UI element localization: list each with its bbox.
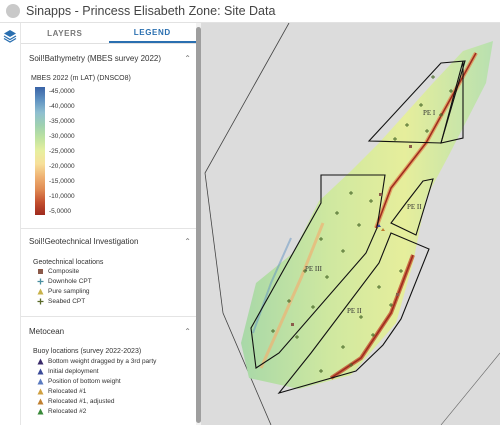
bathymetry-layer-title: MBES 2022 (m LAT) (DNSCO8) xyxy=(31,75,131,82)
legend-item-buoy: Relocated #1, adjusted xyxy=(37,398,115,405)
zone-outline-pe-i-east xyxy=(440,60,464,144)
triangle-marker-icon xyxy=(37,398,44,405)
ramp-label: -25,0000 xyxy=(49,148,75,155)
square-marker-icon xyxy=(37,268,44,275)
legend-item-buoy: Relocated #2 xyxy=(37,408,86,415)
tab-legend[interactable]: LEGEND xyxy=(108,23,196,43)
triangle-marker-icon xyxy=(37,408,44,415)
app-logo-icon xyxy=(6,4,20,18)
map-canvas[interactable]: PE I PE II PE III PE II xyxy=(201,23,500,425)
ramp-label: -5,0000 xyxy=(49,208,72,215)
ridge xyxy=(375,52,477,229)
legend-panel: LAYERS LEGEND Soil!Bathymetry (MBES surv… xyxy=(21,23,196,425)
scrollbar-thumb[interactable] xyxy=(196,27,201,423)
ridge xyxy=(330,254,414,379)
legend-item-buoy: Initial deployment xyxy=(37,368,99,375)
ramp-label: -20,0000 xyxy=(49,163,75,170)
section-divider xyxy=(21,228,196,229)
zone-label-pe-ii-south: PE II xyxy=(347,307,362,315)
zone-outline-pe-iii xyxy=(250,174,386,369)
plus-marker-icon xyxy=(37,278,44,285)
chevron-up-icon[interactable]: ⌃ xyxy=(184,327,191,336)
ridge xyxy=(259,222,325,369)
layers-icon[interactable] xyxy=(3,29,17,43)
geotech-markers[interactable] xyxy=(271,75,453,373)
legend-item-downhole-cpt: Downhole CPT xyxy=(37,278,92,285)
zone-label-pe-iii: PE III xyxy=(305,265,323,273)
app-title: Sinapps - Princess Elisabeth Zone: Site … xyxy=(26,4,276,18)
metocean-layer-title: Buoy locations (survey 2022-2023) xyxy=(33,348,142,355)
legend-item-composite: Composite xyxy=(37,268,79,275)
triangle-marker-icon xyxy=(37,378,44,385)
triangle-marker-icon xyxy=(37,388,44,395)
legend-item-pure-sampling: Pure sampling xyxy=(37,288,90,295)
ramp-label: -30,0000 xyxy=(49,133,75,140)
legend-item-seabed-cpt: Seabed CPT xyxy=(37,298,85,305)
bathymetry-raster xyxy=(241,41,493,389)
chevron-up-icon[interactable]: ⌃ xyxy=(184,54,191,63)
triangle-marker-icon xyxy=(37,358,44,365)
geotech-section-title: Soil!Geotechnical Investigation xyxy=(29,237,139,246)
ramp-label: -40,0000 xyxy=(49,103,75,110)
plus-marker-icon xyxy=(37,298,44,305)
zone-label-pe-ii-north: PE II xyxy=(407,203,422,211)
panel-scrollbar[interactable] xyxy=(196,23,201,425)
legend-item-buoy: Position of bottom weight xyxy=(37,378,121,385)
zone-outline-pe-ii-north xyxy=(390,178,434,236)
legend-item-buoy: Relocated #1 xyxy=(37,388,86,395)
map-view[interactable]: PE I PE II PE III PE II xyxy=(201,23,500,425)
ramp-label: -10,0000 xyxy=(49,193,75,200)
ramp-label: -15,0000 xyxy=(49,178,75,185)
left-toolbar xyxy=(0,23,21,425)
geotech-layer-title: Geotechnical locations xyxy=(33,259,104,266)
panel-tabs: LAYERS LEGEND xyxy=(21,23,196,44)
bathymetry-color-ramp xyxy=(35,87,45,215)
ramp-label: -35,0000 xyxy=(49,118,75,125)
chevron-up-icon[interactable]: ⌃ xyxy=(184,237,191,246)
boundary-line xyxy=(440,352,500,425)
zone-outline-pe-ii-south xyxy=(277,232,430,395)
metocean-section-title: Metocean xyxy=(29,327,65,336)
ramp-label: -45,0000 xyxy=(49,88,75,95)
geotech-section-header[interactable]: Soil!Geotechnical Investigation ⌃ xyxy=(29,237,191,246)
bathymetry-section-header[interactable]: Soil!Bathymetry (MBES survey 2022) ⌃ xyxy=(29,54,191,63)
section-divider xyxy=(21,316,196,317)
title-bar: Sinapps - Princess Elisabeth Zone: Site … xyxy=(0,0,500,23)
bathymetry-section-title: Soil!Bathymetry (MBES survey 2022) xyxy=(29,54,162,63)
tab-layers[interactable]: LAYERS xyxy=(47,28,83,38)
legend-item-buoy: Bottom weight dragged by a 3rd party xyxy=(37,358,156,365)
triangle-marker-icon xyxy=(37,288,44,295)
zone-label-pe-i: PE I xyxy=(423,109,436,117)
trough xyxy=(252,237,292,334)
triangle-marker-icon xyxy=(37,368,44,375)
metocean-section-header[interactable]: Metocean ⌃ xyxy=(29,327,191,336)
